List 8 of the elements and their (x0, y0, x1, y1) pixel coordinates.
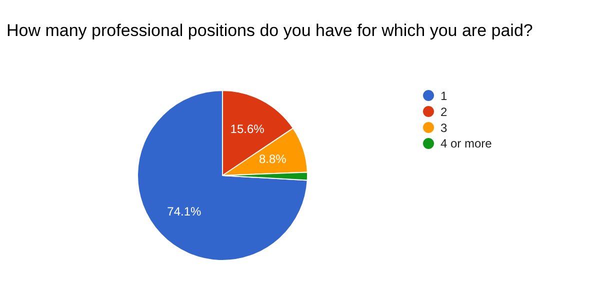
legend-label: 2 (440, 105, 448, 119)
data-label: 15.6% (230, 122, 265, 136)
chart-title: How many professional positions do you have for which you are paid? (6, 21, 533, 40)
data-label: 8.8% (258, 152, 287, 166)
legend-label: 3 (440, 121, 448, 135)
legend-label: 1 (440, 89, 448, 103)
data-label: 74.1% (167, 204, 202, 219)
legend-label: 4 or more (440, 136, 492, 150)
